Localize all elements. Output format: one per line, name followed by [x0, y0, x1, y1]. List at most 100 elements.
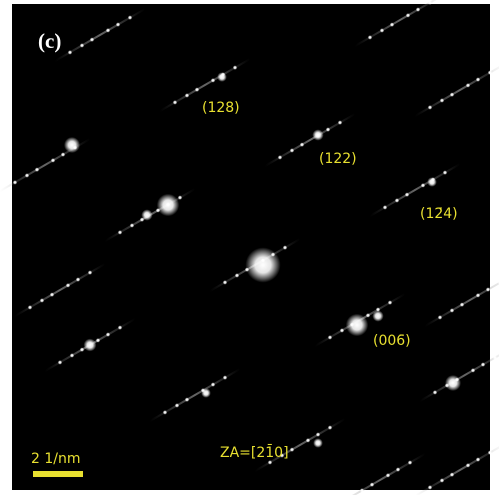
- scale-bar-label: 2 1/nm: [31, 451, 81, 467]
- spot: [370, 482, 374, 486]
- panel-label: (c): [38, 29, 61, 53]
- spot: [486, 287, 490, 291]
- spot: [380, 28, 384, 32]
- spot: [476, 293, 480, 297]
- spot: [488, 450, 492, 454]
- spot: [368, 35, 372, 39]
- spot: [76, 277, 80, 281]
- spot: [428, 485, 432, 489]
- scale-bar: [33, 471, 83, 477]
- spot: [211, 382, 215, 386]
- spot: [80, 347, 84, 351]
- spot: [476, 457, 480, 461]
- spot: [235, 273, 239, 277]
- spot: [312, 129, 323, 140]
- spot: [201, 388, 211, 398]
- spot: [106, 28, 110, 32]
- spot: [90, 37, 94, 41]
- spot-label: (12̄4): [420, 206, 458, 222]
- spot-label: (122): [319, 151, 357, 167]
- spot: [40, 298, 44, 302]
- spot: [466, 83, 470, 87]
- spot: [338, 120, 342, 124]
- spot: [340, 328, 344, 332]
- spot: [450, 92, 454, 96]
- spot: [438, 315, 442, 319]
- spot: [118, 230, 122, 234]
- spot: [405, 192, 409, 196]
- spot: [445, 375, 461, 391]
- spot: [386, 473, 390, 477]
- spot: [313, 438, 323, 448]
- spot-label: (006̄): [373, 333, 411, 349]
- spot: [28, 305, 32, 309]
- spot: [493, 355, 497, 359]
- spot: [388, 300, 392, 304]
- spot: [88, 270, 92, 274]
- spot: [141, 209, 152, 220]
- diffraction-pattern: (c) (128) (122) (12̄4) (006̄) ZA=[21̄0] …: [0, 0, 499, 495]
- spot: [428, 0, 432, 4]
- spot: [68, 50, 72, 54]
- spot: [290, 148, 294, 152]
- spot: [178, 195, 182, 199]
- spot: [185, 93, 189, 97]
- spot: [390, 22, 394, 26]
- spot: [488, 70, 492, 74]
- spot: [58, 360, 62, 364]
- spot: [106, 332, 110, 336]
- spot: [130, 223, 134, 227]
- spot: [427, 177, 437, 187]
- spot: [118, 325, 122, 329]
- spot: [173, 100, 177, 104]
- spot: [481, 362, 485, 366]
- spot: [80, 43, 84, 47]
- spot: [460, 302, 464, 306]
- spot: [195, 87, 199, 91]
- zone-axis: ZA=[21̄0]: [220, 443, 289, 461]
- spot: [406, 13, 410, 17]
- spot: [421, 183, 425, 187]
- spot: [326, 127, 330, 131]
- spot: [290, 447, 294, 451]
- spot: [471, 368, 475, 372]
- spot: [245, 247, 280, 282]
- spot: [450, 308, 454, 312]
- spot: [50, 292, 54, 296]
- spot: [366, 313, 370, 317]
- spot: [25, 173, 29, 177]
- spot: [283, 245, 287, 249]
- spot: [300, 142, 304, 146]
- spot: [360, 488, 364, 492]
- spot: [64, 137, 80, 153]
- spot: [13, 180, 17, 184]
- spot: [217, 72, 227, 82]
- spot: [163, 410, 167, 414]
- spot: [35, 167, 39, 171]
- spot: [185, 397, 189, 401]
- spot: [328, 425, 332, 429]
- spot: [450, 472, 454, 476]
- spot: [116, 22, 120, 26]
- spot: [443, 170, 447, 174]
- spot: [128, 15, 132, 19]
- spot: [416, 7, 420, 11]
- spot: [211, 78, 215, 82]
- spot: [157, 194, 179, 216]
- spot: [440, 478, 444, 482]
- spot: [346, 314, 368, 336]
- spot: [223, 280, 227, 284]
- spot: [84, 339, 97, 352]
- spot: [428, 105, 432, 109]
- spot: [233, 65, 237, 69]
- spot: [70, 353, 74, 357]
- spot: [328, 335, 332, 339]
- spot: [395, 198, 399, 202]
- spot: [440, 98, 444, 102]
- spot: [408, 460, 412, 464]
- spot: [96, 338, 100, 342]
- spot: [316, 432, 320, 436]
- spot: [278, 155, 282, 159]
- spot: [223, 375, 227, 379]
- spot: [466, 463, 470, 467]
